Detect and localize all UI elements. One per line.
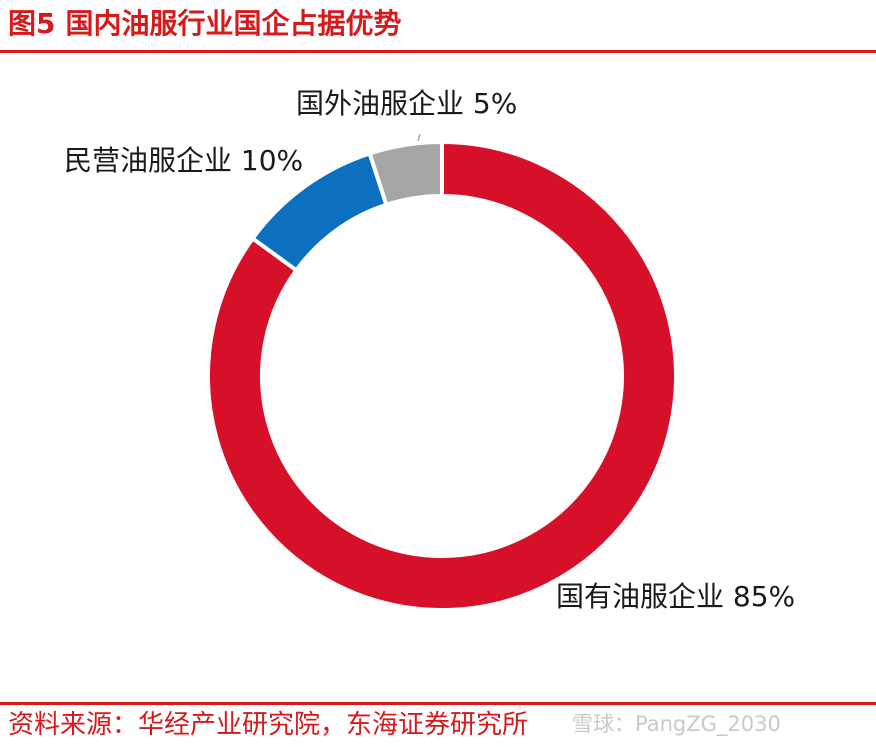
- chart-title: 图5 国内油服行业国企占据优势: [8, 4, 402, 44]
- slice-label-2: 民营油服企业 10%: [64, 144, 303, 177]
- donut-slices: [206, 140, 678, 612]
- slice-3: [367, 140, 444, 207]
- source-divider: [0, 702, 876, 705]
- title-divider: [0, 50, 876, 53]
- leader-line: [417, 133, 421, 142]
- slice-label-3: 国外油服企业 5%: [296, 87, 517, 120]
- slice-labels: 国有油服企业 85% 民营油服企业 10% 国外油服企业 5%: [64, 87, 795, 613]
- source-note: 资料来源：华经产业研究院，东海证券研究所: [8, 710, 529, 740]
- slice-label-1: 国有油服企业 85%: [556, 580, 795, 613]
- figure-number: 图5: [8, 7, 56, 40]
- donut-chart: 国有油服企业 85% 民营油服企业 10% 国外油服企业 5%: [64, 87, 795, 613]
- slice-1: [206, 140, 678, 612]
- figure-title: 国内油服行业国企占据优势: [65, 7, 402, 40]
- watermark: 雪球：PangZG_2030: [572, 712, 781, 736]
